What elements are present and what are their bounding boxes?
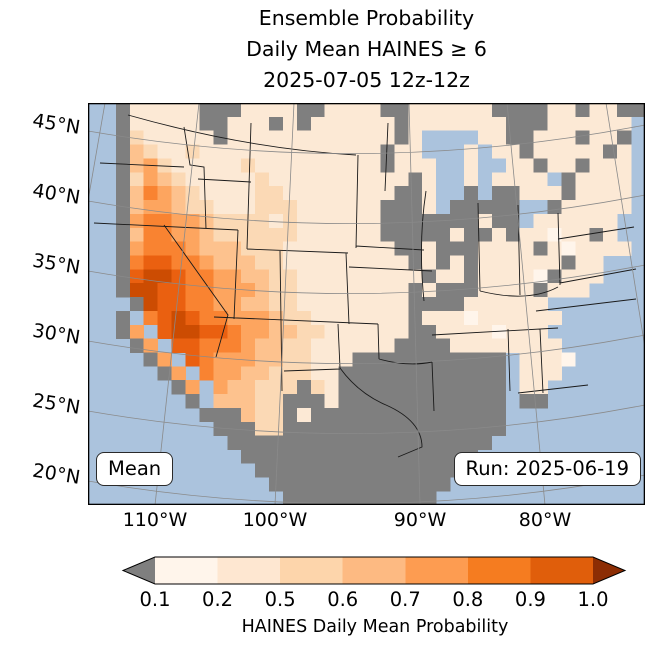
graticule-lines <box>88 103 645 505</box>
title-line-2: Daily Mean HAINES ≥ 6 <box>246 37 487 61</box>
colorbar-tick-label: 0.1 <box>139 588 171 611</box>
colorbar-tick-label: 0.6 <box>327 588 359 611</box>
colorbar-outline <box>121 556 627 585</box>
colorbar <box>121 556 627 585</box>
map-canvas <box>88 103 645 505</box>
title-line-3: 2025-07-05 12z-12z <box>263 68 470 92</box>
probability-cells <box>115 103 645 505</box>
mean-badge: Mean <box>96 452 174 486</box>
ytick-label: 40°N <box>30 179 82 209</box>
colorbar-under-arrow <box>123 557 155 584</box>
colorbar-tick-label: 0.7 <box>389 588 421 611</box>
ytick-label: 20°N <box>30 459 82 489</box>
ytick-label: 45°N <box>30 109 82 139</box>
state-borders <box>93 114 637 458</box>
xtick-label: 110°W <box>122 509 188 531</box>
ytick-label: 30°N <box>30 319 82 349</box>
probability-map <box>88 103 645 505</box>
title-line-1: Ensemble Probability <box>258 6 475 30</box>
colorbar-tick-label: 1.0 <box>577 588 609 611</box>
colorbar-tick-label: 0.2 <box>202 588 234 611</box>
colorbar-tick-label: 0.5 <box>264 588 296 611</box>
colorbar-tick-label: 0.8 <box>452 588 484 611</box>
xtick-label: 90°W <box>393 509 447 531</box>
colorbar-over-arrow <box>593 557 625 584</box>
figure-title: Ensemble Probability Daily Mean HAINES ≥… <box>88 3 645 96</box>
ytick-label: 25°N <box>30 389 82 419</box>
colorbar-label: HAINES Daily Mean Probability <box>241 617 509 637</box>
colorbar-tick-label: 0.9 <box>514 588 546 611</box>
xtick-label: 80°W <box>518 509 572 531</box>
xtick-label: 100°W <box>242 509 308 531</box>
run-date-badge: Run: 2025-06-19 <box>453 452 641 486</box>
ytick-label: 35°N <box>30 249 82 279</box>
axes-frame <box>88 103 645 505</box>
